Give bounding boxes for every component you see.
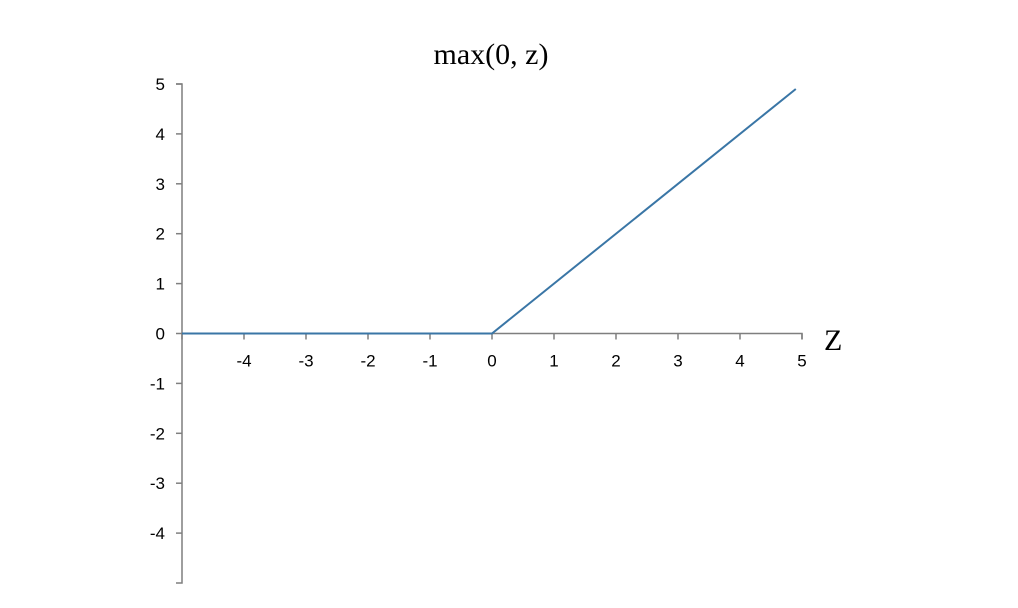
x-tick-label: 4 xyxy=(735,352,744,371)
y-tick-label: -2 xyxy=(150,424,165,443)
y-tick-label: 2 xyxy=(156,225,165,244)
x-tick-label: 2 xyxy=(611,352,620,371)
y-axis: -4 -3 -2 -1 0 1 2 3 4 5 xyxy=(150,75,183,584)
x-tick-label: 1 xyxy=(549,352,558,371)
y-tick-label: 1 xyxy=(156,275,165,294)
y-tick-label: 0 xyxy=(156,325,165,344)
x-tick-label: 3 xyxy=(673,352,682,371)
y-tick-label: -1 xyxy=(150,374,165,393)
x-tick-label: -4 xyxy=(236,352,251,371)
x-tick-label: 0 xyxy=(487,352,496,371)
x-tick-label: -2 xyxy=(360,352,375,371)
series-group xyxy=(182,88,797,335)
x-tick-label: -3 xyxy=(298,352,313,371)
y-tick-label: 4 xyxy=(156,125,165,144)
y-tick-label: 5 xyxy=(156,75,165,94)
y-tick-label: 3 xyxy=(156,175,165,194)
y-tick-label: -3 xyxy=(150,474,165,493)
x-axis: -4 -3 -2 -1 0 1 2 3 4 5 xyxy=(181,332,807,371)
x-tick-label: 5 xyxy=(797,352,806,371)
x-axis-label: Z xyxy=(824,324,842,357)
x-tick-label: -1 xyxy=(422,352,437,371)
series-line xyxy=(182,88,797,335)
y-tick-label: -4 xyxy=(150,524,165,543)
chart-title: max(0, z) xyxy=(434,38,549,71)
